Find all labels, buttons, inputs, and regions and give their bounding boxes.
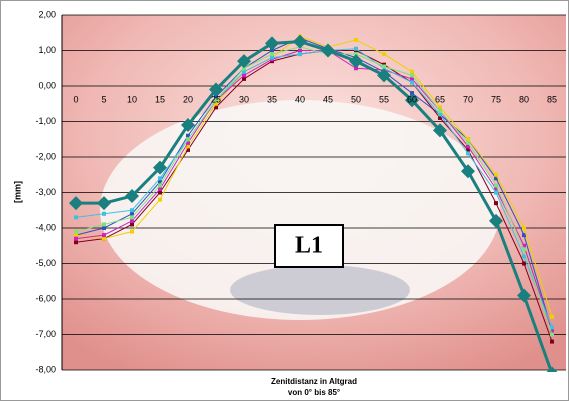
marker (550, 340, 554, 344)
marker (550, 315, 554, 319)
marker (102, 233, 106, 237)
x-tick-label: 0 (73, 94, 78, 104)
marker (270, 52, 274, 56)
marker (102, 212, 106, 216)
marker (74, 240, 78, 244)
x-tick-label: 25 (211, 94, 221, 104)
marker (298, 52, 302, 56)
marker (130, 208, 134, 212)
y-tick-label: -8,00 (35, 364, 56, 374)
x-tick-label: 55 (379, 94, 389, 104)
marker (130, 230, 134, 234)
chart: L1 [mm] Zenitdistanz in Altgrad von 0° b… (0, 0, 569, 401)
x-tick-label: 5 (101, 94, 106, 104)
x-tick-label: 50 (351, 94, 361, 104)
marker (522, 262, 526, 266)
marker (74, 230, 78, 234)
marker (522, 226, 526, 230)
marker (466, 141, 470, 145)
marker (158, 176, 162, 180)
x-tick-label: 40 (295, 94, 305, 104)
x-tick-label: 35 (267, 94, 277, 104)
marker (494, 191, 498, 195)
y-axis-label: [mm] (12, 181, 22, 203)
x-tick-label: 20 (183, 94, 193, 104)
y-tick-label: -4,00 (35, 222, 56, 232)
marker (354, 47, 358, 51)
marker (382, 52, 386, 56)
x-axis-sublabel: von 0° bis 85° (288, 388, 340, 397)
marker (186, 137, 190, 141)
y-tick-label: -3,00 (35, 187, 56, 197)
marker (466, 151, 470, 155)
marker (130, 222, 134, 226)
marker (438, 109, 442, 113)
x-tick-label: 30 (239, 94, 249, 104)
x-tick-label: 45 (323, 94, 333, 104)
marker (410, 73, 414, 77)
x-tick-label: 10 (127, 94, 137, 104)
marker (494, 183, 498, 187)
y-tick-label: 1,00 (38, 45, 56, 55)
marker (550, 333, 554, 337)
x-tick-label: 15 (155, 94, 165, 104)
marker (130, 215, 134, 219)
photo-shadow (230, 265, 410, 315)
marker (130, 219, 134, 223)
marker (102, 222, 106, 226)
marker (494, 201, 498, 205)
x-tick-label: 65 (435, 94, 445, 104)
marker (410, 70, 414, 74)
x-tick-label: 85 (547, 94, 557, 104)
marker (242, 77, 246, 81)
marker (494, 173, 498, 177)
marker (354, 38, 358, 42)
marker (102, 226, 106, 230)
marker (298, 49, 302, 53)
y-tick-label: -1,00 (35, 116, 56, 126)
y-tick-label: -5,00 (35, 258, 56, 268)
marker (74, 233, 78, 237)
x-tick-label: 70 (463, 94, 473, 104)
y-tick-label: -6,00 (35, 293, 56, 303)
x-tick-label: 60 (407, 94, 417, 104)
y-tick-label: -2,00 (35, 151, 56, 161)
x-axis-label: Zenitdistanz in Altgrad (271, 377, 357, 386)
x-tick-label: 80 (519, 94, 529, 104)
y-tick-label: -7,00 (35, 329, 56, 339)
marker (158, 183, 162, 187)
marker (242, 73, 246, 77)
y-tick-label: 0,00 (38, 80, 56, 90)
marker (270, 56, 274, 60)
marker (74, 237, 78, 241)
annotation: L1 (295, 233, 323, 259)
marker (102, 237, 106, 241)
x-tick-label: 75 (491, 94, 501, 104)
marker (410, 80, 414, 84)
y-tick-label: 2,00 (38, 9, 56, 19)
marker (158, 198, 162, 202)
marker (382, 64, 386, 68)
marker (522, 247, 526, 251)
marker (74, 215, 78, 219)
